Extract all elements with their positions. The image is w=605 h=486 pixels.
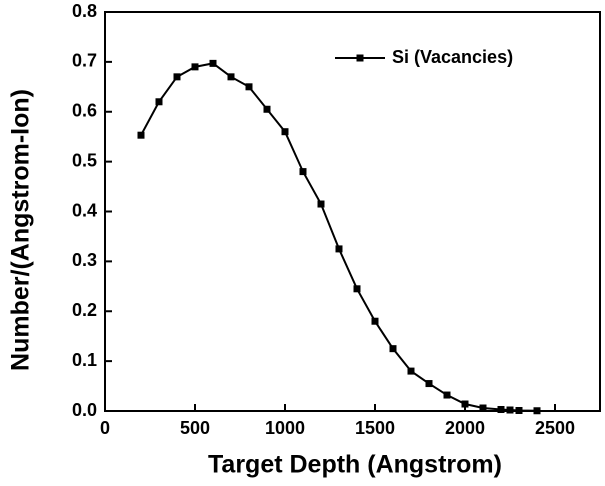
point bbox=[407, 367, 415, 375]
point bbox=[506, 406, 514, 414]
point bbox=[227, 73, 235, 81]
plot-frame bbox=[104, 11, 601, 412]
y-tick-label: 0.7 bbox=[72, 51, 97, 71]
series-line bbox=[140, 62, 538, 412]
point bbox=[425, 380, 433, 388]
point bbox=[245, 83, 253, 91]
point bbox=[299, 168, 307, 176]
point bbox=[281, 128, 289, 136]
x-tick-label: 500 bbox=[180, 418, 210, 438]
point bbox=[497, 406, 505, 414]
x-tick-label: 2500 bbox=[535, 418, 575, 438]
point bbox=[353, 285, 361, 293]
point bbox=[335, 245, 343, 253]
y-tick-label: 0.3 bbox=[72, 250, 97, 270]
point bbox=[317, 200, 325, 208]
x-tick-label: 0 bbox=[100, 418, 110, 438]
x-tick-label: 1500 bbox=[355, 418, 395, 438]
point bbox=[137, 131, 145, 139]
y-tick-label: 0.2 bbox=[72, 300, 97, 320]
point bbox=[443, 391, 451, 399]
legend-marker bbox=[356, 54, 364, 62]
y-tick-label: 0.4 bbox=[72, 200, 97, 220]
legend-label: Si (Vacancies) bbox=[392, 47, 513, 67]
y-tick-label: 0.1 bbox=[72, 350, 97, 370]
y-tick-label: 0.8 bbox=[72, 1, 97, 21]
point bbox=[173, 73, 181, 81]
point bbox=[191, 63, 199, 71]
point bbox=[461, 400, 469, 408]
point bbox=[155, 98, 163, 106]
point bbox=[371, 317, 379, 325]
point bbox=[263, 105, 271, 113]
point bbox=[479, 404, 487, 412]
point bbox=[389, 345, 397, 353]
y-tick-label: 0.6 bbox=[72, 101, 97, 121]
point bbox=[533, 407, 541, 415]
y-tick-label: 0.0 bbox=[72, 400, 97, 420]
point bbox=[515, 407, 523, 415]
y-axis-label: Number/(Angstrom-Ion) bbox=[7, 89, 35, 371]
y-tick-label: 0.5 bbox=[72, 150, 97, 170]
x-axis-label: Target Depth (Angstrom) bbox=[208, 451, 502, 479]
x-tick-label: 2000 bbox=[445, 418, 485, 438]
x-tick-label: 1000 bbox=[265, 418, 305, 438]
point bbox=[209, 59, 217, 67]
